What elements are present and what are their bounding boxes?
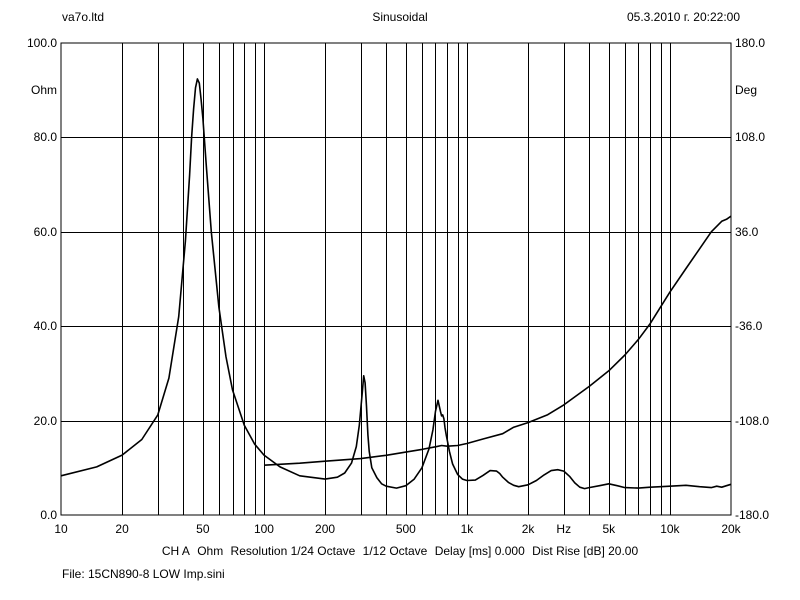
- x-tick-label: 10: [54, 522, 68, 536]
- measurement-settings-line: CH A Ohm Resolution 1/24 Octave 1/12 Oct…: [0, 544, 800, 558]
- x-tick-label: 20: [115, 522, 129, 536]
- y-unit-label: Ohm: [30, 83, 57, 98]
- y-tick-label: 60.0: [33, 224, 57, 239]
- y2-tick-label: -180.0: [735, 508, 770, 522]
- y2-tick-label: 180.0: [735, 36, 766, 50]
- header-measurement-type: Sinusoidal: [372, 10, 428, 24]
- x-tick-label: 1k: [460, 522, 474, 536]
- x-tick-label: 50: [196, 522, 210, 536]
- unit-label: Ohm: [197, 544, 224, 558]
- header-timestamp: 05.3.2010 г. 20:22:00: [626, 10, 740, 24]
- delay-label: Delay [ms] 0.000: [434, 544, 525, 558]
- y-tick-label: 80.0: [33, 130, 57, 145]
- dist-rise-label: Dist Rise [dB] 20.00: [532, 544, 639, 558]
- y2-tick-label: 36.0: [735, 224, 759, 239]
- phase-curve: [263, 215, 732, 466]
- x-tick-label: 20k: [721, 522, 741, 536]
- x-tick-label: 500: [395, 522, 416, 536]
- series-curves: [60, 78, 732, 490]
- plot-frame: [60, 42, 732, 516]
- x-tick-label: 5k: [602, 522, 616, 536]
- x-unit-label: Hz: [556, 522, 572, 536]
- file-name-label: File: 15CN890-8 LOW Imp.sini: [62, 567, 225, 581]
- x-tick-label: 2k: [521, 522, 535, 536]
- channel-label: CH A: [161, 544, 190, 558]
- y2-tick-label: -36.0: [735, 319, 763, 334]
- y2-unit-label: Deg: [735, 83, 758, 98]
- header-left-label: va7o.ltd: [62, 10, 105, 24]
- x-tick-label: 100: [253, 522, 274, 536]
- x-tick-label: 10k: [660, 522, 680, 536]
- y-tick-label: 40.0: [33, 319, 57, 334]
- y2-tick-label: 108.0: [735, 130, 766, 145]
- y-tick-label: 0.0: [40, 508, 57, 522]
- resolution-label: Resolution 1/24 Octave: [230, 544, 356, 558]
- y2-tick-label: -108.0: [735, 413, 770, 428]
- impedance-curve: [60, 78, 732, 490]
- smoothing-label: 1/12 Octave: [362, 544, 428, 558]
- grid-lines: [61, 43, 731, 515]
- y-tick-label: 20.0: [33, 413, 57, 428]
- x-tick-label: 200: [315, 522, 336, 536]
- y-tick-label: 100.0: [26, 36, 57, 50]
